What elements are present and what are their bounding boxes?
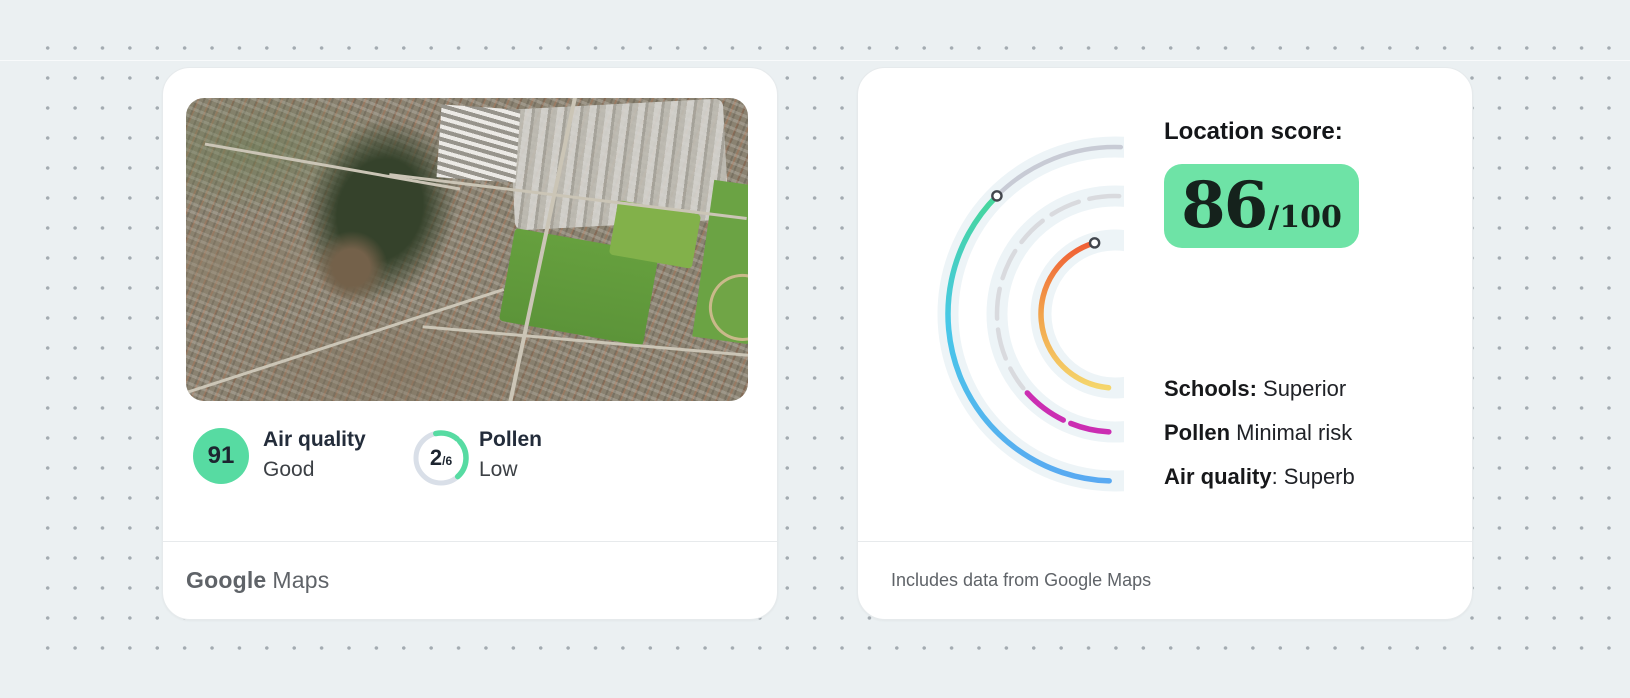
pollen-gauge-ring (413, 430, 469, 486)
metric-value: Superior (1256, 376, 1347, 401)
metric-label: Pollen (1164, 420, 1231, 445)
pollen-status: Low (479, 458, 518, 481)
metric-value: : Superb (1271, 464, 1355, 489)
pollen-metric: Pollen Low (479, 426, 542, 485)
metric-list: Schools: Superior Pollen Minimal risk Ai… (1164, 367, 1355, 499)
pollen-score-badge: 2/6 (413, 430, 469, 486)
pollen-label: Pollen (479, 428, 543, 451)
metric-row-air-quality: Air quality: Superb (1164, 455, 1355, 499)
location-score-denominator: /100 (1268, 200, 1342, 235)
pollen-score: 2 (429, 445, 443, 470)
air-quality-status: Good (263, 458, 315, 481)
air-quality-label: Air quality (263, 428, 366, 451)
satellite-map-image (186, 98, 748, 401)
maps-logo-text: Maps (272, 567, 330, 593)
metric-value: Minimal risk (1230, 420, 1353, 445)
data-attribution: Includes data from Google Maps (891, 570, 1152, 590)
map-card: 91 Air quality Good 2/6 Pollen Low Googl… (162, 67, 778, 620)
map-building-rows (436, 104, 521, 183)
google-maps-attribution: Google Maps (186, 567, 329, 594)
google-logo-text: Google (186, 567, 267, 593)
air-quality-score: 91 (207, 442, 235, 469)
background-divider-line (0, 60, 1630, 61)
map-card-footer: Google Maps (163, 541, 777, 619)
location-score-value: 86 (1181, 168, 1268, 243)
metric-label: Air quality (1164, 464, 1272, 489)
metric-row-pollen: Pollen Minimal risk (1164, 411, 1355, 455)
pollen-denominator: /6 (442, 454, 453, 468)
air-quality-score-badge: 91 (193, 428, 249, 484)
score-card-footer: Includes data from Google Maps (858, 541, 1472, 619)
location-score-heading: Location score: (1164, 118, 1343, 145)
location-score-badge: 86 /100 (1164, 164, 1359, 248)
air-quality-metric: Air quality Good (263, 426, 366, 485)
metric-label: Schools: (1164, 376, 1257, 401)
location-score-gauge (937, 136, 1124, 492)
location-score-card: Location score: 86 /100 Schools: Superio… (857, 67, 1473, 620)
metric-row-schools: Schools: Superior (1164, 367, 1355, 411)
